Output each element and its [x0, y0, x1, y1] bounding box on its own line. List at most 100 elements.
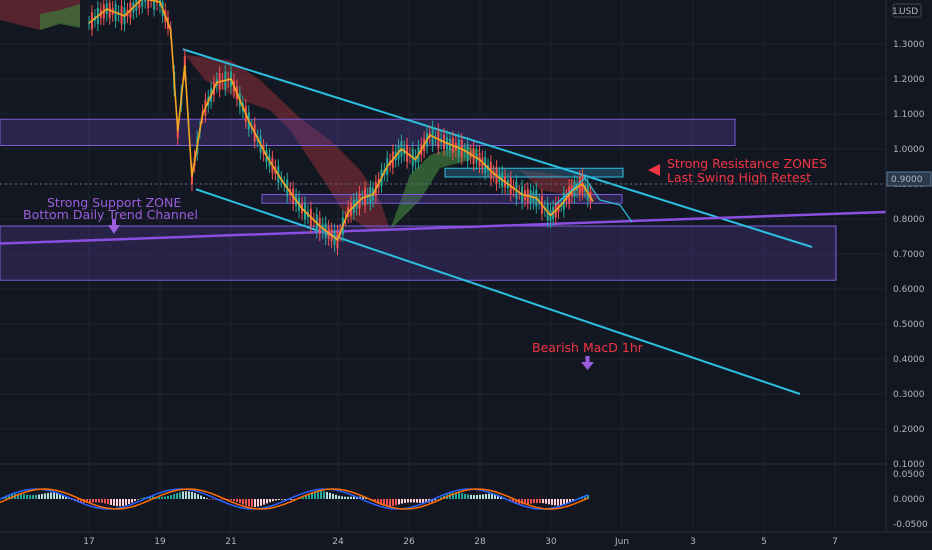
top-tick-label: 1.	[892, 7, 901, 17]
support-line	[0, 210, 887, 245]
macd-histogram-bar	[380, 499, 382, 505]
time-tick-label: 24	[332, 537, 344, 547]
price-tick-label: 1.0000	[893, 145, 925, 155]
macd-histogram-bar	[272, 499, 274, 502]
currency-badge[interactable]	[892, 3, 922, 18]
macd-histogram-bar	[383, 499, 385, 506]
macd-histogram-bar	[560, 499, 562, 506]
macd-histogram-bar	[350, 496, 352, 499]
macd-tick-label: 0.0500	[893, 470, 925, 480]
macd-histogram-bar	[293, 499, 295, 500]
macd-histogram-bar	[311, 493, 313, 499]
price-tick-label: 1.3000	[893, 40, 925, 50]
macd-tick-label: -0.0500	[893, 520, 928, 530]
arrow-left-icon	[648, 164, 660, 176]
macd-histogram-bar	[530, 499, 532, 504]
macd-histogram-bar	[35, 494, 37, 499]
macd-histogram-bar	[245, 499, 247, 506]
price-tick-label: 0.6000	[893, 285, 925, 295]
macd-histogram-bar	[92, 499, 94, 503]
trend-lines	[0, 48, 887, 395]
resistance-zone-upper	[0, 118, 736, 146]
macd-histogram-bar	[542, 499, 544, 504]
macd-histogram-bar	[302, 497, 304, 499]
macd-histogram-bar	[419, 499, 421, 503]
macd-histogram-bar	[206, 498, 208, 499]
macd-histogram-bar	[131, 499, 133, 503]
annotation-support-2: Bottom Daily Trend Channel	[23, 207, 198, 222]
macd-histogram-bar	[512, 499, 514, 503]
time-tick-label: 17	[83, 537, 94, 547]
macd-histogram-bar	[107, 499, 109, 505]
price-tick-label: 0.4000	[893, 355, 925, 365]
macd-histogram-bar	[341, 496, 343, 499]
macd-histogram-bar	[440, 497, 442, 499]
macd-histogram-bar	[137, 499, 139, 500]
macd-histogram-bar	[281, 499, 283, 500]
macd-histogram-bar	[323, 491, 325, 499]
macd-histogram-bar	[50, 492, 52, 499]
macd-histogram-bar	[203, 496, 205, 499]
macd-histogram-bar	[191, 491, 193, 499]
macd-histogram-bar	[197, 494, 199, 499]
macd-histogram-bar	[200, 495, 202, 499]
macd-histogram-bar	[467, 494, 469, 499]
macd-histogram-bar	[254, 499, 256, 507]
macd-axis[interactable]: 0.0500 0.0000 -0.0500	[893, 470, 928, 530]
macd-histogram-bar	[164, 496, 166, 499]
macd-histogram-bar	[17, 493, 19, 499]
signal-line	[0, 488, 589, 510]
price-axis-background	[886, 0, 932, 532]
macd-histogram-bar	[401, 499, 403, 504]
macd-histogram-bar	[470, 494, 472, 499]
current-price-badge	[886, 171, 932, 187]
macd-histogram-bar	[473, 495, 475, 499]
candle-body	[144, 0, 147, 2]
macd-histogram-bar	[230, 499, 232, 501]
time-axis[interactable]: 17 19 21 24 26 28 30 Jun 3 5 7	[83, 537, 838, 547]
macd-histogram-bar	[95, 499, 97, 503]
macd-histogram-bar	[422, 499, 424, 504]
macd-histogram-bar	[44, 493, 46, 499]
macd-histogram-bar	[545, 499, 547, 504]
price-line	[88, 0, 594, 242]
macd-histogram-bar	[101, 499, 103, 503]
macd-histogram-bar	[308, 494, 310, 499]
macd-histogram-bar	[452, 492, 454, 499]
macd-histogram-bar	[551, 499, 553, 505]
macd-histogram-bar	[65, 496, 67, 499]
macd-histogram-bar	[566, 499, 568, 504]
macd-pane	[0, 488, 589, 510]
price-tick-label: 0.1000	[893, 460, 925, 470]
macd-histogram-bar	[140, 498, 142, 499]
macd-histogram-bar	[563, 499, 565, 505]
macd-histogram-bar	[509, 499, 511, 501]
macd-histogram-bar	[122, 499, 124, 506]
macd-histogram-bar	[251, 499, 253, 507]
macd-histogram-bar	[86, 499, 88, 503]
macd-histogram-bar	[386, 499, 388, 507]
candle-body	[88, 23, 90, 24]
macd-histogram-bar	[5, 496, 7, 499]
macd-histogram-bar	[239, 499, 241, 504]
macd-histogram-bar	[236, 499, 238, 502]
projection-path	[554, 177, 633, 223]
macd-histogram-bar	[77, 499, 79, 503]
macd-histogram-bar	[524, 499, 526, 505]
price-tick-label: 1.2000	[893, 75, 925, 85]
macd-histogram-bar	[479, 494, 481, 499]
macd-histogram-bar	[110, 499, 112, 505]
annotation-resistance-1: Strong Resistance ZONES	[667, 156, 827, 171]
channel-lower-line	[195, 188, 801, 395]
arrow-down-stem	[585, 356, 590, 363]
candle-body	[147, 0, 150, 9]
macd-histogram-bar	[209, 499, 211, 500]
arrow-down-icon	[581, 362, 594, 370]
macd-histogram-bar	[389, 499, 391, 507]
macd-histogram-bar	[158, 496, 160, 499]
macd-histogram-bar	[410, 499, 412, 503]
macd-histogram-bar	[437, 498, 439, 500]
macd-histogram-bar	[128, 499, 130, 505]
macd-histogram-bar	[491, 493, 493, 499]
